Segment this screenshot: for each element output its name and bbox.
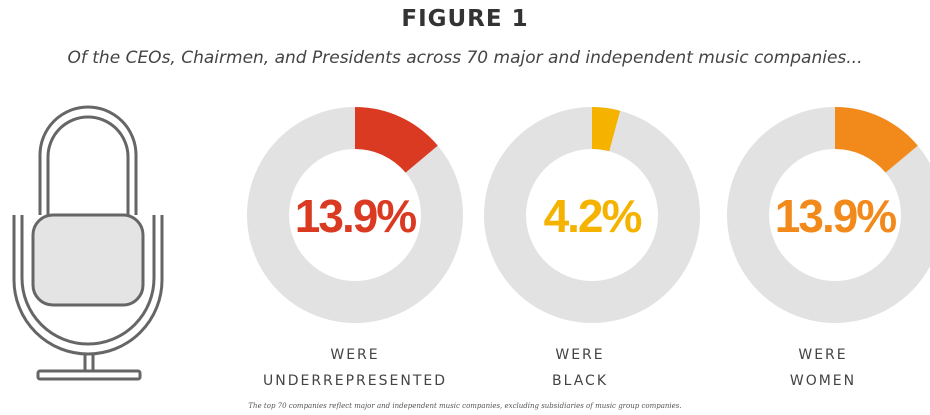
figure-title: FIGURE 1	[401, 6, 529, 32]
donut-slice-underrepresented	[354, 107, 438, 174]
caption-women: WERE WOMEN	[713, 342, 930, 394]
donut-value-underrepresented: 13.9%	[295, 190, 417, 242]
donut-value-women: 13.9%	[775, 190, 897, 242]
donut-slice-women	[834, 107, 918, 174]
footnote: The top 70 companies reflect major and i…	[248, 402, 682, 410]
donut-slice-black	[591, 107, 621, 152]
caption-underrepresented: WERE UNDERREPRESENTED	[245, 342, 465, 394]
caption-black: WERE BLACK	[470, 342, 690, 394]
caption-line-1: WERE	[798, 347, 848, 363]
caption-line-1: WERE	[555, 347, 605, 363]
figure-subtitle: Of the CEOs, Chairmen, and Presidents ac…	[67, 48, 863, 68]
caption-line-2: UNDERREPRESENTED	[262, 373, 448, 389]
donut-value-black: 4.2%	[544, 190, 642, 242]
caption-line-2: BLACK	[551, 373, 608, 389]
caption-line-2: WOMEN	[789, 373, 857, 389]
microphone-icon	[12, 105, 164, 381]
caption-line-1: WERE	[330, 347, 380, 363]
